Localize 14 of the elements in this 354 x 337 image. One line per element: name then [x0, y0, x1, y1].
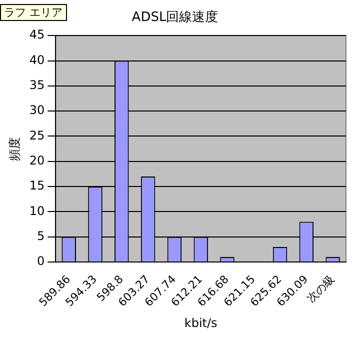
y-tick-label: 20 [29, 154, 45, 168]
y-tick-label: 40 [29, 52, 45, 67]
y-tick-label: 35 [29, 78, 45, 92]
y-tick-label: 10 [29, 204, 45, 218]
y-tick-label: 0 [37, 254, 45, 268]
y-tick-label: 15 [29, 178, 45, 193]
text: ラフ エリア [0, 4, 66, 21]
y-tick-label: 30 [29, 103, 45, 118]
y-tick-label: 5 [37, 229, 45, 244]
chart-title: ADSL回線速度 [132, 9, 218, 26]
y-axis-title: 頻度 [7, 136, 22, 161]
x-axis-title: kbit/s [184, 316, 218, 330]
y-tick-label: 45 [29, 28, 45, 42]
y-tick-label: 25 [29, 128, 45, 142]
